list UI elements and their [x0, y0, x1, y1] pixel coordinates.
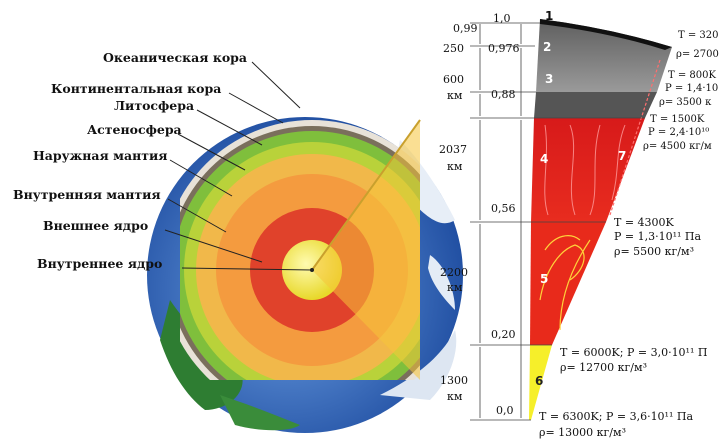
- label-outer-core: Внешнее ядро: [43, 218, 148, 233]
- boundary-lines: [470, 22, 645, 421]
- upper-pressure: P = 1,4·10: [665, 83, 718, 94]
- label-asthenosphere: Астеносфера: [87, 122, 182, 137]
- tick-0-88: 0,88: [491, 88, 516, 101]
- cmb-pressure: P = 1,3·10¹¹ Па: [614, 230, 702, 243]
- wedge-edge: [311, 119, 421, 271]
- zone-6: 6: [535, 374, 543, 388]
- wedge-upper-mantle: [534, 92, 657, 118]
- globe-cutaway: [147, 117, 463, 433]
- tick-1-0: 1,0: [493, 12, 511, 25]
- left-label-group: Океаническая кора Континентальная кора Л…: [13, 50, 247, 271]
- tick-0-0: 0,0: [496, 404, 514, 417]
- core-convection: [539, 235, 591, 331]
- crust-temperature: T = 320: [678, 30, 719, 41]
- tick-0-99: 0,99: [453, 22, 478, 35]
- tick-0-20: 0,20: [491, 328, 516, 341]
- wedge-mantle: [531, 118, 645, 222]
- label-continental-crust: Континентальная кора: [51, 81, 221, 96]
- zone-3: 3: [545, 72, 553, 86]
- thickness-600: 600: [443, 73, 464, 86]
- radius-ticks: 1,0 0,99 0,976 0,88 0,56 0,20 0,0: [453, 12, 520, 417]
- label-outer-mantle: Наружная мантия: [33, 148, 167, 163]
- icb-temperature-pressure: T = 6000K; P = 3,0·10¹¹ П: [560, 346, 707, 359]
- radial-line: [609, 59, 661, 216]
- zone-4: 4: [540, 152, 548, 166]
- thickness-2037: 2037: [439, 143, 467, 156]
- upper-density: ρ= 3500 к: [659, 97, 712, 108]
- wedge-crust: [536, 19, 672, 92]
- wedge-inner-core: [529, 345, 552, 420]
- mid-pressure: P = 2,4·10¹⁰: [648, 127, 709, 138]
- center-dot: [310, 268, 314, 272]
- zone-1: 1: [545, 9, 553, 23]
- label-oceanic-crust: Океаническая кора: [103, 50, 247, 65]
- thickness-1300-unit: км: [447, 390, 463, 403]
- conditions: T = 320 ρ= 2700 T = 800K P = 1,4·10 ρ= 3…: [539, 30, 719, 439]
- thickness-600-unit: км: [447, 89, 463, 102]
- cmb-density: ρ= 5500 кг/м³: [614, 245, 694, 258]
- earth-wedge-section: [529, 19, 672, 420]
- tick-0-976: 0,976: [488, 42, 520, 55]
- thickness-2037-unit: км: [447, 160, 463, 173]
- thickness-2200-unit: км: [447, 281, 463, 294]
- label-inner-core: Внутреннее ядро: [37, 256, 162, 271]
- center-density: ρ= 13000 кг/м³: [539, 426, 626, 439]
- cmb-temperature: T = 4300K: [614, 216, 675, 229]
- wedge-surface: [540, 19, 672, 50]
- tick-0-56: 0,56: [491, 202, 516, 215]
- icb-density: ρ= 12700 кг/м³: [560, 361, 647, 374]
- land-mass: [428, 255, 455, 310]
- thickness-1300: 1300: [440, 374, 468, 387]
- thickness-labels: 250 600 км 2037 км 2200 км 1300 км: [439, 42, 468, 403]
- mid-temperature: T = 1500K: [650, 114, 705, 125]
- thickness-2200: 2200: [440, 266, 468, 279]
- land-mass: [380, 330, 457, 400]
- crust-density: ρ= 2700: [676, 49, 719, 60]
- wedge-face: [312, 120, 420, 380]
- center-temperature-pressure: T = 6300K; P = 3,6·10¹¹ Па: [539, 410, 693, 423]
- land-mass: [220, 395, 300, 431]
- upper-temperature: T = 800K: [668, 70, 716, 81]
- leader-lines: [164, 61, 313, 271]
- label-inner-mantle: Внутренняя мантия: [13, 187, 161, 202]
- zone-2: 2: [543, 40, 551, 54]
- zone-numbers: 1 2 3 4 5 6 7: [535, 9, 626, 388]
- label-lithosphere: Литосфера: [114, 98, 194, 113]
- zone-5: 5: [540, 272, 548, 286]
- zone-7: 7: [618, 149, 626, 163]
- mantle-plumes: [544, 124, 626, 216]
- mid-density: ρ= 4500 кг/м: [643, 141, 712, 152]
- dimension-lines: [479, 24, 522, 418]
- thickness-250: 250: [443, 42, 464, 55]
